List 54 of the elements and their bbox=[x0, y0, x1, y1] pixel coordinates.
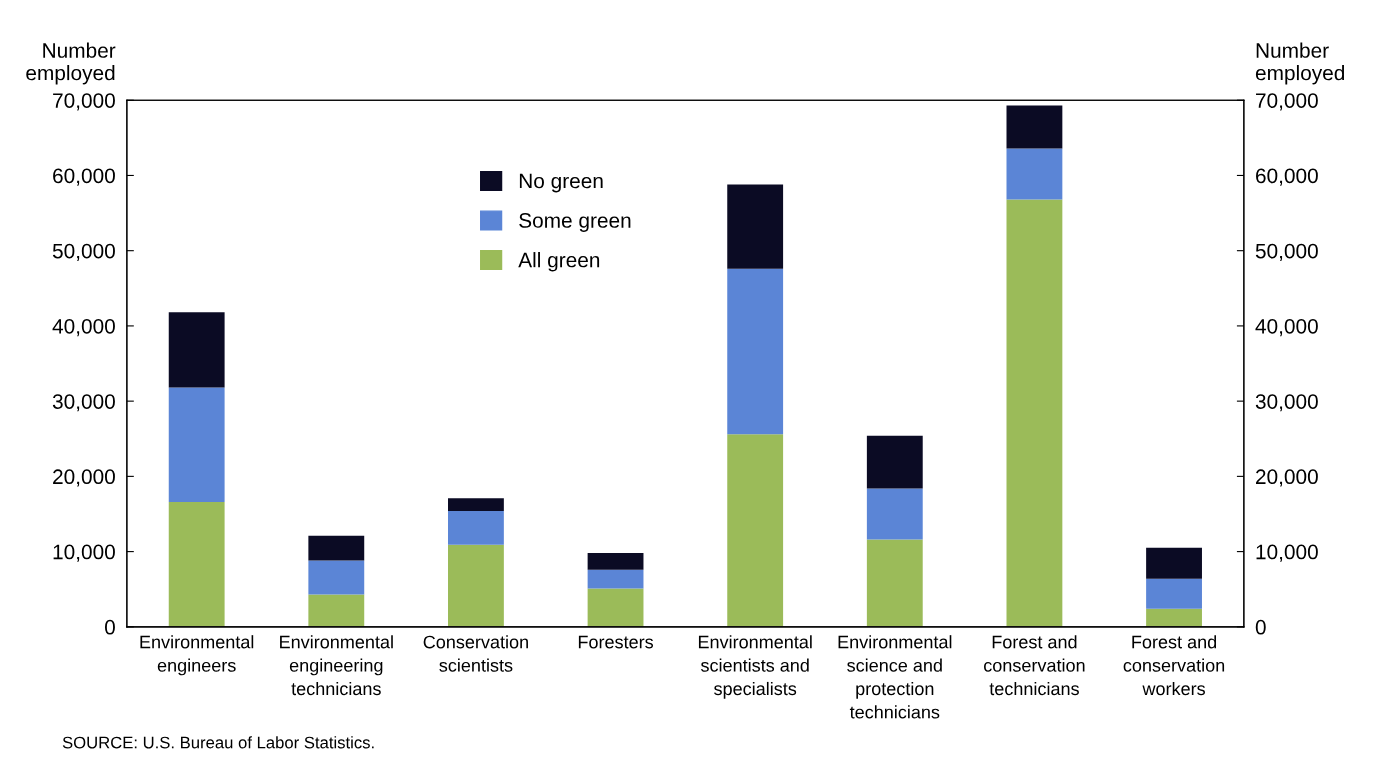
y-tick-label: 60,000 bbox=[53, 168, 115, 186]
legend-label: All green bbox=[518, 252, 600, 272]
bar bbox=[1146, 578, 1202, 609]
bar bbox=[727, 268, 784, 435]
bar bbox=[866, 539, 923, 627]
y2-tick-label: 0 bbox=[1255, 619, 1266, 635]
bar bbox=[1006, 199, 1063, 627]
bar bbox=[448, 544, 504, 627]
source-note: SOURCE: U.S. Bureau of Labor Statistics. bbox=[62, 736, 374, 749]
y2-tick-label: 20,000 bbox=[1256, 469, 1318, 487]
y-axis-title: Number employed bbox=[26, 42, 116, 85]
bar bbox=[727, 434, 784, 627]
y-tick-label: 50,000 bbox=[52, 243, 115, 261]
legend-label: Some green bbox=[519, 213, 631, 232]
y-tick-label: 40,000 bbox=[52, 318, 115, 337]
bar bbox=[168, 387, 225, 502]
x-tick-label: Forest and conservation technicians bbox=[984, 635, 1085, 696]
bar bbox=[587, 588, 644, 627]
x-tick-label: Conservation scientists bbox=[423, 635, 528, 672]
bar bbox=[587, 569, 644, 589]
y2-tick-label: 50,000 bbox=[1255, 243, 1318, 261]
y2-tick-label: 70,000 bbox=[1256, 93, 1318, 111]
y-tick-label: 10,000 bbox=[53, 544, 115, 562]
y2-tick-label: 10,000 bbox=[1256, 544, 1318, 562]
bar bbox=[1006, 105, 1063, 149]
y-tick-label: 70,000 bbox=[53, 93, 115, 111]
bar bbox=[448, 498, 504, 511]
x-tick-label: Environmental engineers bbox=[140, 635, 254, 676]
legend-label: No green bbox=[519, 173, 603, 193]
y2-axis-title: Number employed bbox=[1255, 42, 1345, 85]
bar bbox=[1006, 148, 1063, 200]
y2-tick-label: 40,000 bbox=[1255, 318, 1318, 337]
bar bbox=[866, 435, 923, 489]
y-tick-label: 30,000 bbox=[52, 394, 115, 412]
x-tick-label: Environmental scientists and specialists bbox=[698, 635, 812, 699]
bar bbox=[168, 312, 225, 388]
bar bbox=[866, 488, 923, 540]
x-tick-label: Forest and conservation workers bbox=[1123, 635, 1225, 696]
y-tick-label: 0 bbox=[104, 619, 115, 635]
y-tick-label: 20,000 bbox=[53, 469, 115, 487]
bar bbox=[308, 535, 365, 561]
bar bbox=[448, 510, 504, 545]
x-tick-label: Environmental engineering technicians bbox=[280, 635, 393, 696]
y2-tick-label: 30,000 bbox=[1255, 394, 1318, 412]
bar bbox=[587, 553, 644, 570]
bar bbox=[308, 594, 365, 627]
bar bbox=[1146, 547, 1202, 579]
bar bbox=[1146, 608, 1202, 627]
x-tick-label: Environmental science and protection technicians bbox=[838, 635, 952, 719]
x-tick-label: Foresters bbox=[578, 635, 654, 649]
bar bbox=[727, 184, 784, 269]
y2-tick-label: 60,000 bbox=[1256, 168, 1318, 186]
bar bbox=[308, 560, 365, 595]
bar bbox=[168, 501, 225, 627]
